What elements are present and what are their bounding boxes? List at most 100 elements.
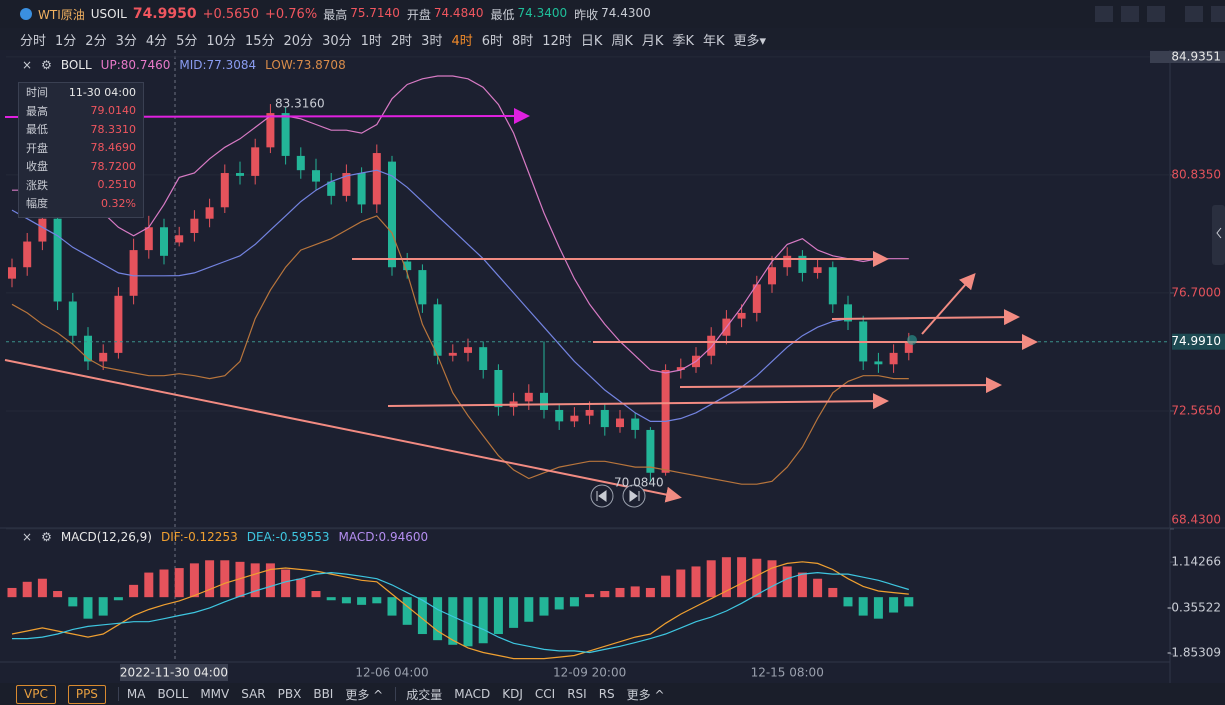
indicator[interactable]: BBI xyxy=(313,687,334,701)
tooltip-value: 0.32% xyxy=(101,196,136,210)
period[interactable]: 月K xyxy=(641,33,664,49)
candle-body xyxy=(646,429,655,473)
tooltip-row: 幅度 0.32% xyxy=(19,194,143,213)
period[interactable]: 分时 xyxy=(20,33,47,49)
indicator[interactable]: SAR xyxy=(241,687,266,701)
price: 74.9950 xyxy=(132,6,197,22)
icon[interactable] xyxy=(1147,6,1165,22)
period[interactable]: 3分 xyxy=(115,33,137,49)
indicator[interactable]: 更多 ^ xyxy=(626,687,665,702)
candle-body xyxy=(464,347,472,353)
last-price-bg xyxy=(1172,333,1225,350)
indicator[interactable]: MMV xyxy=(200,687,230,701)
icon[interactable] xyxy=(1211,6,1225,22)
macd-bar xyxy=(569,597,579,607)
indicator[interactable]: MACD xyxy=(454,687,491,701)
header: WTI原油 USOIL 74.9950 +0.5650 +0.76% 最高 75.… xyxy=(0,0,1225,28)
period[interactable]: 1分 xyxy=(55,33,77,49)
candle-body xyxy=(540,392,548,410)
tooltip: 时间 11-30 04:00 最高 79.0140 最低 78.3310 开盘 78.4690… xyxy=(18,82,144,218)
period[interactable]: 5分 xyxy=(176,33,198,49)
candle-body xyxy=(23,241,32,268)
icon[interactable] xyxy=(1185,6,1203,22)
indicator[interactable]: CCI xyxy=(534,687,556,701)
candle-body xyxy=(129,250,138,296)
period[interactable]: 3时 xyxy=(421,33,443,49)
icon[interactable]: ⚙ xyxy=(41,58,52,72)
candle-body xyxy=(889,352,898,365)
separator xyxy=(117,687,119,701)
macd-bar xyxy=(889,597,899,613)
toggle-button[interactable]: PPS xyxy=(67,684,106,704)
separator xyxy=(395,687,397,701)
macd-bar xyxy=(478,597,488,644)
macd-bar xyxy=(706,560,716,598)
macd-bar xyxy=(311,591,321,598)
period[interactable]: 4分 xyxy=(145,33,168,49)
candle-body xyxy=(524,392,533,402)
macd-bar xyxy=(661,575,671,598)
period[interactable]: 2时 xyxy=(390,33,413,49)
period[interactable]: 更多▾ xyxy=(733,33,767,49)
candle-body xyxy=(84,335,92,362)
indicator[interactable]: RSI xyxy=(567,687,587,701)
trend-arrow xyxy=(387,393,889,410)
legend-entry: DIF:-0.12253 xyxy=(160,530,238,544)
period[interactable]: 日K xyxy=(580,33,603,49)
live-dot xyxy=(907,335,917,345)
indicator[interactable]: BOLL xyxy=(157,687,189,701)
period[interactable]: 20分 xyxy=(283,33,314,49)
tooltip-value: 79.0140 xyxy=(90,104,137,118)
candle-body xyxy=(144,227,153,251)
period[interactable]: 周K xyxy=(611,33,633,49)
macd-bar xyxy=(113,597,123,601)
crosshair-label-bg xyxy=(120,664,228,681)
period[interactable]: 6时 xyxy=(481,33,504,49)
y-tick-label: 76.7000 xyxy=(1171,285,1221,299)
indicator[interactable]: PBX xyxy=(277,687,302,701)
period[interactable]: 12时 xyxy=(542,33,572,49)
code[interactable]: USOIL xyxy=(90,7,127,21)
chart-bg xyxy=(0,50,1225,683)
icon[interactable] xyxy=(1095,6,1113,22)
icon[interactable]: ⚙ xyxy=(41,530,52,544)
tooltip-value: 78.3310 xyxy=(90,122,137,136)
candle-body xyxy=(813,267,822,273)
axis-marker-bg xyxy=(1150,51,1225,63)
tooltip-row: 最高 79.0140 xyxy=(19,102,143,121)
legend-entry: DEA:-0.59553 xyxy=(246,530,330,544)
macd-bar xyxy=(873,597,883,619)
period[interactable]: 季K xyxy=(672,33,694,49)
indicator[interactable]: 成交量 xyxy=(406,687,443,702)
candle-body xyxy=(433,304,442,356)
indicator[interactable]: 更多 ^ xyxy=(345,687,384,702)
period[interactable]: 15分 xyxy=(244,33,275,49)
indicator[interactable]: MA xyxy=(126,687,146,701)
y-tick-label: 68.4300 xyxy=(1171,513,1221,527)
tooltip-label: 开盘 xyxy=(26,141,48,155)
period[interactable]: 30分 xyxy=(322,33,352,49)
period[interactable]: 年K xyxy=(702,33,725,49)
toggle-button[interactable]: VPC xyxy=(16,684,56,704)
macd-bar xyxy=(828,587,838,598)
legend-entry: BOLL xyxy=(60,58,92,72)
candle-body xyxy=(798,255,807,273)
period[interactable]: 2分 xyxy=(85,33,107,49)
period[interactable]: 8时 xyxy=(512,33,534,49)
prev-icon xyxy=(596,490,607,502)
indicator[interactable]: RS xyxy=(598,687,615,701)
macd-bar xyxy=(767,560,777,598)
macd-bar xyxy=(326,597,336,601)
icon[interactable]: × xyxy=(22,58,33,72)
replay-controls[interactable] xyxy=(590,484,646,508)
indicator[interactable]: KDJ xyxy=(502,687,523,701)
y-tick-label: -1.85309 xyxy=(1167,646,1221,660)
icon[interactable]: × xyxy=(22,530,33,544)
y-tick-label: 1.14266 xyxy=(1171,555,1221,569)
icon[interactable] xyxy=(1121,6,1139,22)
period[interactable]: 4时 xyxy=(451,33,473,49)
period[interactable]: 10分 xyxy=(206,33,236,49)
candle-body xyxy=(570,415,579,422)
period[interactable]: 1时 xyxy=(360,33,382,49)
